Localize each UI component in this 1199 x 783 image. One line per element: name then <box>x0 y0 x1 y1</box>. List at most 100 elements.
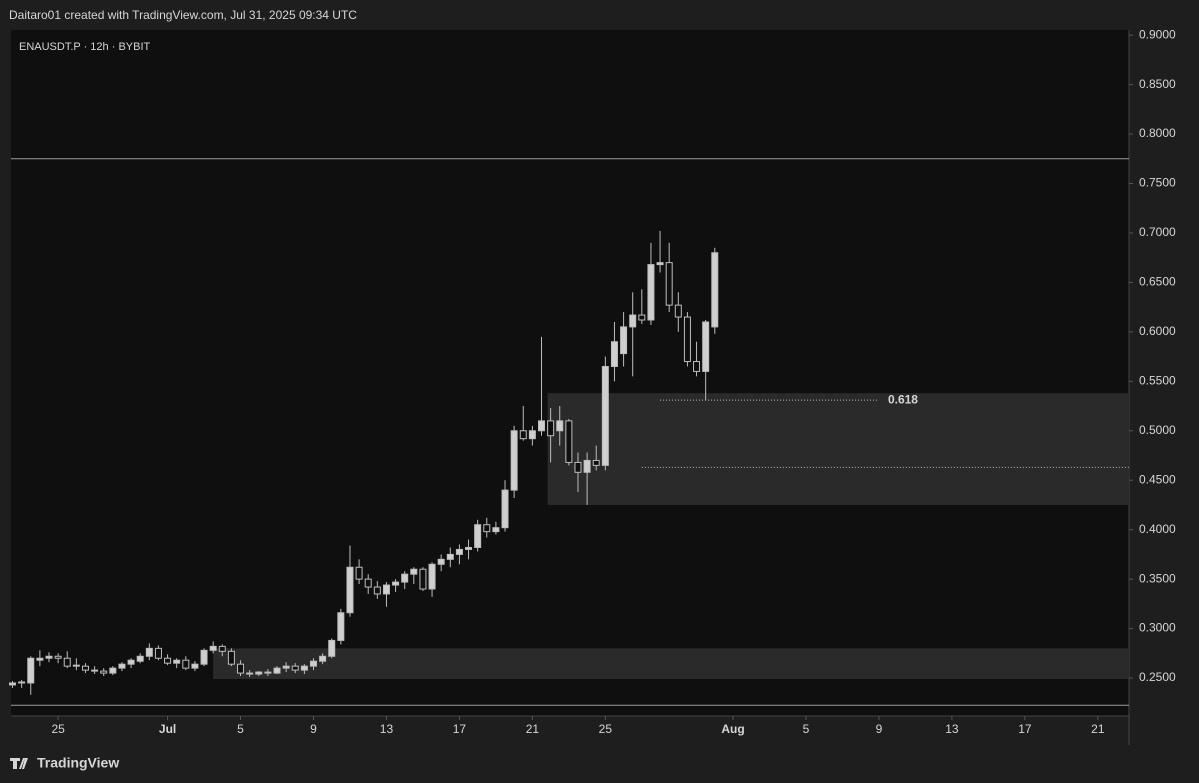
y-tick-label: 0.4500 <box>1139 472 1176 486</box>
candle-body <box>629 314 637 328</box>
candle-body <box>200 649 208 665</box>
level-label: 0.618 <box>888 392 918 406</box>
candle-body <box>382 584 390 595</box>
x-tick-label: 5 <box>803 722 810 736</box>
candle-body <box>118 663 126 669</box>
y-tick-label: 0.3500 <box>1139 571 1176 585</box>
candle-body <box>291 665 299 671</box>
candle-body <box>145 647 153 657</box>
x-tick-label: 13 <box>945 722 959 736</box>
y-tick-label: 0.8000 <box>1139 126 1176 140</box>
x-tick-label: Jul <box>159 722 176 736</box>
x-tick-label: 25 <box>51 722 65 736</box>
candle-body <box>556 420 564 432</box>
zone <box>547 393 1129 505</box>
zone <box>213 648 1129 680</box>
candle-body <box>392 581 400 586</box>
candle-body <box>401 573 409 583</box>
candle-body <box>647 264 655 321</box>
x-tick-label: 5 <box>237 722 244 736</box>
candle-body <box>474 524 482 548</box>
x-tick-label: 9 <box>310 722 317 736</box>
candle-body <box>547 420 555 437</box>
candle-body <box>328 639 336 657</box>
candle-body <box>309 660 317 667</box>
candle-body <box>9 682 17 686</box>
x-tick-label: 21 <box>1091 722 1105 736</box>
candle-body <box>583 459 591 473</box>
x-tick-label: 17 <box>1018 722 1032 736</box>
candle-body <box>182 659 190 669</box>
y-tick-label: 0.6000 <box>1139 324 1176 338</box>
candle-body <box>683 316 691 363</box>
candle-body <box>574 461 582 473</box>
candle-body <box>465 546 473 550</box>
candle-body <box>665 262 673 306</box>
y-tick-label: 0.8500 <box>1139 77 1176 91</box>
y-tick-label: 0.4000 <box>1139 522 1176 536</box>
candle-body <box>638 314 646 321</box>
candle-body <box>63 657 71 667</box>
symbol-title: ENAUSDT.P · 12h · BYBIT <box>19 41 151 53</box>
candle-body <box>483 524 491 533</box>
candle-body <box>72 664 80 667</box>
candle-body <box>91 669 99 672</box>
candle-body <box>45 655 53 659</box>
candle-body <box>100 670 108 674</box>
candle-body <box>702 321 710 372</box>
candle-body <box>218 645 226 652</box>
candle-body <box>346 566 354 614</box>
candle-body <box>191 663 199 669</box>
y-tick-label: 0.2500 <box>1139 670 1176 684</box>
candle-body <box>674 304 682 318</box>
candle-body <box>501 489 509 529</box>
y-tick-label: 0.6500 <box>1139 275 1176 289</box>
header: Daitaro01 created with TradingView.com, … <box>9 8 357 22</box>
candle-body <box>620 326 628 355</box>
candle-body <box>164 657 172 664</box>
candle-body <box>255 671 263 675</box>
tv-logo <box>10 758 28 769</box>
x-tick-label: 25 <box>599 722 613 736</box>
candle-body <box>209 645 217 651</box>
candle-body <box>373 586 381 595</box>
y-tick-label: 0.7000 <box>1139 225 1176 239</box>
candle-body <box>592 459 600 466</box>
candle-body <box>410 568 418 575</box>
y-tick-label: 0.3000 <box>1139 621 1176 635</box>
y-tick-label: 0.7500 <box>1139 176 1176 190</box>
x-tick-label: 9 <box>876 722 883 736</box>
candle-body <box>54 655 62 659</box>
candle-body <box>693 361 701 372</box>
candle-body <box>18 681 26 684</box>
candle-body <box>36 657 44 661</box>
candle-body <box>237 663 245 674</box>
candle-body <box>601 365 609 466</box>
candle-body <box>246 672 254 675</box>
candle-body <box>364 578 372 588</box>
plot-area <box>11 30 1129 716</box>
candle-body <box>355 566 363 580</box>
candle-body <box>264 671 272 674</box>
x-tick-label: 21 <box>526 722 540 736</box>
candle-body <box>154 647 162 659</box>
candle-body <box>446 553 454 560</box>
candle-body <box>428 563 436 590</box>
candle-body <box>27 657 35 684</box>
candle-body <box>492 527 500 533</box>
x-tick-label: 13 <box>380 722 394 736</box>
y-tick-label: 0.5000 <box>1139 423 1176 437</box>
candle-body <box>528 430 536 440</box>
candle-body <box>419 568 427 590</box>
candle-body <box>109 667 117 674</box>
candle-body <box>81 665 89 671</box>
candle-body <box>656 262 664 266</box>
candle-body <box>610 341 618 367</box>
candle-body <box>510 430 518 491</box>
candle-body <box>711 252 719 328</box>
candle-body <box>273 667 281 674</box>
candle-body <box>173 659 181 664</box>
x-tick-label: Aug <box>721 722 744 736</box>
